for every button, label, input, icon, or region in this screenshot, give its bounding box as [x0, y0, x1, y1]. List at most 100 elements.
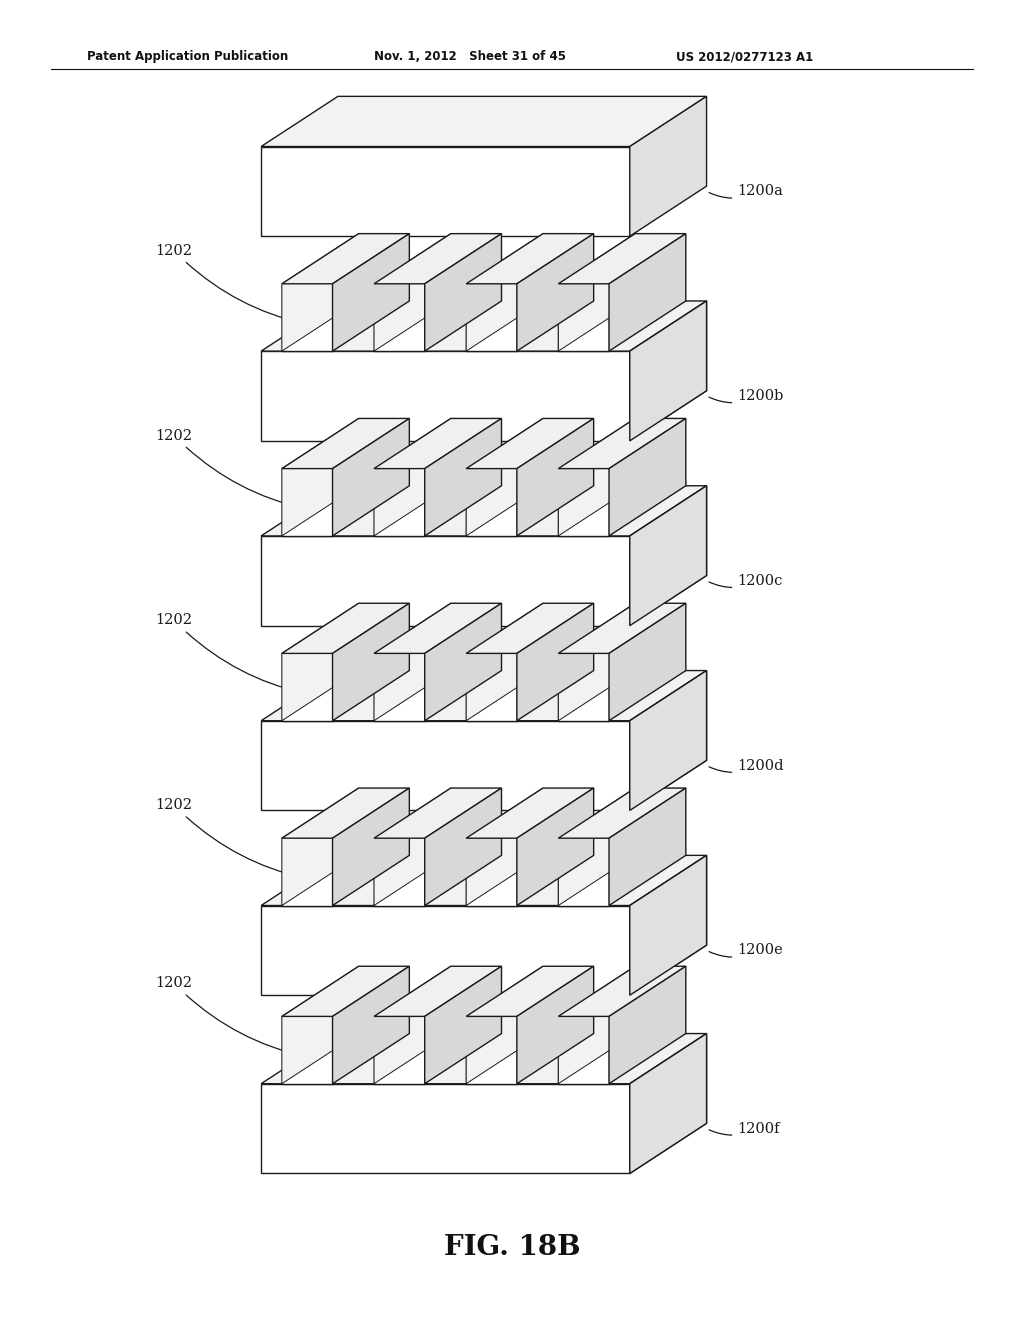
- Polygon shape: [558, 966, 686, 1016]
- Polygon shape: [609, 418, 686, 536]
- Text: 1202: 1202: [156, 799, 303, 879]
- Polygon shape: [374, 788, 451, 906]
- Polygon shape: [466, 234, 543, 351]
- Polygon shape: [282, 234, 410, 284]
- Polygon shape: [374, 838, 425, 906]
- Polygon shape: [630, 671, 707, 810]
- Polygon shape: [558, 966, 635, 1084]
- Text: 1202: 1202: [156, 977, 303, 1057]
- Polygon shape: [609, 966, 686, 1084]
- Polygon shape: [558, 418, 686, 469]
- Polygon shape: [261, 486, 707, 536]
- Polygon shape: [630, 486, 707, 626]
- Polygon shape: [374, 469, 425, 536]
- Polygon shape: [282, 234, 358, 351]
- Polygon shape: [630, 301, 707, 441]
- Polygon shape: [630, 96, 707, 236]
- Polygon shape: [282, 418, 358, 536]
- Polygon shape: [374, 234, 451, 351]
- Polygon shape: [282, 418, 410, 469]
- Polygon shape: [558, 418, 635, 536]
- Text: 1202: 1202: [156, 244, 303, 325]
- Polygon shape: [558, 788, 686, 838]
- Polygon shape: [282, 788, 358, 906]
- Polygon shape: [558, 603, 686, 653]
- Polygon shape: [282, 469, 333, 536]
- Text: 1202: 1202: [156, 614, 303, 694]
- Polygon shape: [425, 788, 502, 906]
- Polygon shape: [425, 603, 502, 721]
- Polygon shape: [374, 603, 451, 721]
- Polygon shape: [333, 603, 410, 721]
- Polygon shape: [282, 966, 410, 1016]
- Polygon shape: [333, 418, 410, 536]
- Polygon shape: [517, 788, 594, 906]
- Polygon shape: [425, 234, 502, 351]
- Polygon shape: [466, 1016, 517, 1084]
- Polygon shape: [282, 838, 333, 906]
- Polygon shape: [261, 1084, 630, 1173]
- Polygon shape: [282, 653, 333, 721]
- Polygon shape: [282, 1016, 333, 1084]
- Polygon shape: [517, 966, 594, 1084]
- Polygon shape: [630, 301, 707, 441]
- Polygon shape: [374, 603, 502, 653]
- Polygon shape: [558, 1016, 609, 1084]
- Polygon shape: [374, 418, 502, 469]
- Polygon shape: [261, 96, 707, 147]
- Polygon shape: [466, 469, 517, 536]
- Polygon shape: [558, 788, 635, 906]
- Polygon shape: [630, 855, 707, 995]
- Polygon shape: [282, 603, 358, 721]
- Text: 1200d: 1200d: [709, 759, 783, 772]
- Text: 1200e: 1200e: [709, 944, 783, 957]
- Polygon shape: [466, 603, 543, 721]
- Polygon shape: [425, 966, 502, 1084]
- Polygon shape: [333, 966, 410, 1084]
- Polygon shape: [282, 788, 410, 838]
- Polygon shape: [374, 234, 502, 284]
- Polygon shape: [466, 788, 543, 906]
- Text: 1202: 1202: [156, 429, 303, 510]
- Polygon shape: [261, 855, 707, 906]
- Polygon shape: [609, 788, 686, 906]
- Polygon shape: [282, 284, 333, 351]
- Text: FIG. 18B: FIG. 18B: [443, 1234, 581, 1261]
- Polygon shape: [609, 234, 686, 351]
- Polygon shape: [374, 966, 451, 1084]
- Polygon shape: [425, 418, 502, 536]
- Polygon shape: [466, 966, 543, 1084]
- Text: 1200b: 1200b: [709, 389, 783, 403]
- Polygon shape: [261, 147, 630, 236]
- Polygon shape: [558, 603, 635, 721]
- Polygon shape: [261, 1034, 707, 1084]
- Polygon shape: [558, 234, 686, 284]
- Text: 1200f: 1200f: [709, 1122, 780, 1135]
- Polygon shape: [466, 418, 594, 469]
- Polygon shape: [466, 838, 517, 906]
- Polygon shape: [374, 788, 502, 838]
- Polygon shape: [466, 653, 517, 721]
- Polygon shape: [517, 418, 594, 536]
- Polygon shape: [466, 418, 543, 536]
- Polygon shape: [466, 788, 594, 838]
- Polygon shape: [261, 536, 630, 626]
- Polygon shape: [466, 603, 594, 653]
- Polygon shape: [466, 234, 594, 284]
- Polygon shape: [261, 301, 707, 351]
- Polygon shape: [374, 418, 451, 536]
- Polygon shape: [261, 906, 630, 995]
- Polygon shape: [630, 1034, 707, 1173]
- Polygon shape: [282, 603, 410, 653]
- Polygon shape: [558, 469, 609, 536]
- Polygon shape: [630, 671, 707, 810]
- Polygon shape: [558, 284, 609, 351]
- Polygon shape: [630, 855, 707, 995]
- Polygon shape: [261, 671, 707, 721]
- Polygon shape: [558, 653, 609, 721]
- Polygon shape: [261, 721, 630, 810]
- Text: Nov. 1, 2012   Sheet 31 of 45: Nov. 1, 2012 Sheet 31 of 45: [374, 50, 565, 63]
- Polygon shape: [517, 603, 594, 721]
- Polygon shape: [374, 653, 425, 721]
- Text: Patent Application Publication: Patent Application Publication: [87, 50, 289, 63]
